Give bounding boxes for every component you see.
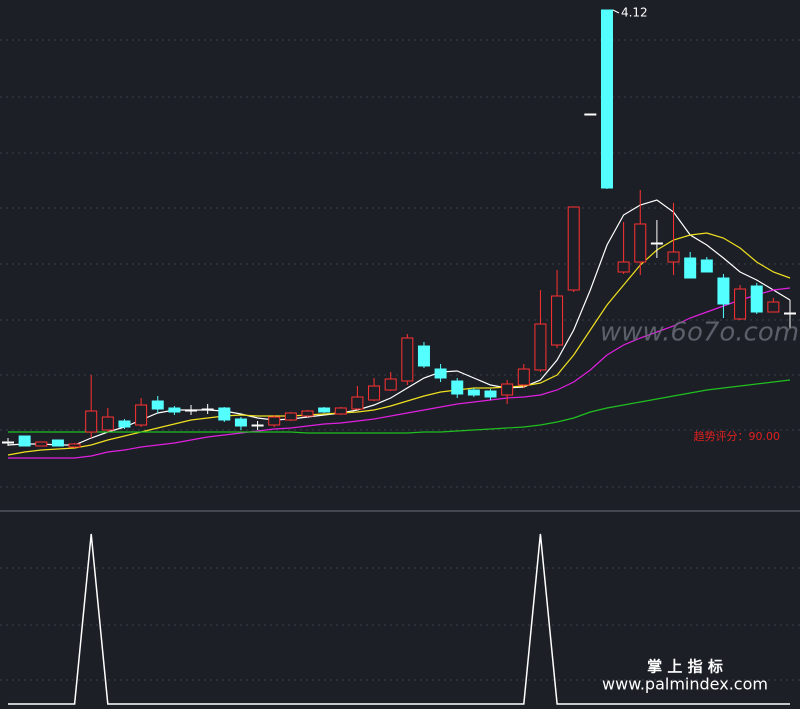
candle-body — [534, 323, 547, 371]
candle-body — [85, 410, 98, 433]
candle-body — [301, 410, 314, 417]
candle-body — [185, 409, 198, 412]
candle-body — [467, 389, 480, 396]
candle-body — [700, 259, 713, 273]
candle-body — [384, 378, 397, 391]
candle-body — [68, 443, 81, 448]
candle-body — [135, 404, 148, 426]
candle-body — [600, 9, 613, 189]
candle-body — [451, 380, 464, 395]
ma-line — [8, 287, 791, 459]
candle-body — [434, 368, 447, 379]
candle-body — [101, 416, 114, 431]
candle-body — [401, 337, 414, 382]
candle-body — [501, 383, 514, 396]
candle-body — [234, 418, 247, 427]
candle-body — [201, 408, 214, 411]
candle-body — [51, 439, 64, 447]
candle-body — [334, 407, 347, 415]
candle-body — [417, 345, 430, 367]
candle-body — [484, 390, 497, 398]
candle-body — [634, 223, 647, 263]
indicator-line — [8, 533, 790, 705]
candle-body — [767, 301, 780, 313]
watermark: www.palmindex.com — [602, 675, 768, 694]
candle-body — [684, 257, 697, 279]
trend-score: 趋势评分：90.00 — [694, 430, 781, 443]
ma-line — [8, 379, 791, 434]
candle-body — [318, 407, 331, 413]
candle-body — [784, 312, 796, 315]
ma-line — [7, 232, 791, 456]
grid — [0, 39, 800, 681]
candle-body — [118, 420, 131, 428]
candle-body — [351, 396, 364, 410]
candle-body — [18, 435, 31, 447]
candle-body — [151, 400, 164, 410]
candle-body — [368, 385, 381, 401]
candle-body — [717, 277, 730, 305]
candle-body — [750, 285, 763, 313]
candle-body — [517, 368, 530, 386]
candle-body — [251, 424, 264, 427]
candle-body — [650, 242, 663, 245]
max-label: 4.12 — [621, 6, 648, 20]
candle-body — [35, 441, 48, 447]
candle-body — [584, 113, 597, 116]
candle-body — [218, 407, 231, 421]
watermark: 掌 上 指 标 — [647, 658, 723, 676]
candle-body — [284, 412, 297, 421]
candle-body — [168, 407, 181, 413]
candle-body — [667, 251, 680, 263]
candle-body — [734, 288, 747, 320]
candle-body — [567, 206, 580, 291]
candle-body — [551, 295, 564, 346]
watermark: www.6o7o.com — [600, 318, 799, 348]
candle-body — [268, 416, 281, 426]
candle-body — [617, 261, 630, 273]
max-pointer — [612, 9, 620, 14]
candle-body — [2, 441, 14, 444]
